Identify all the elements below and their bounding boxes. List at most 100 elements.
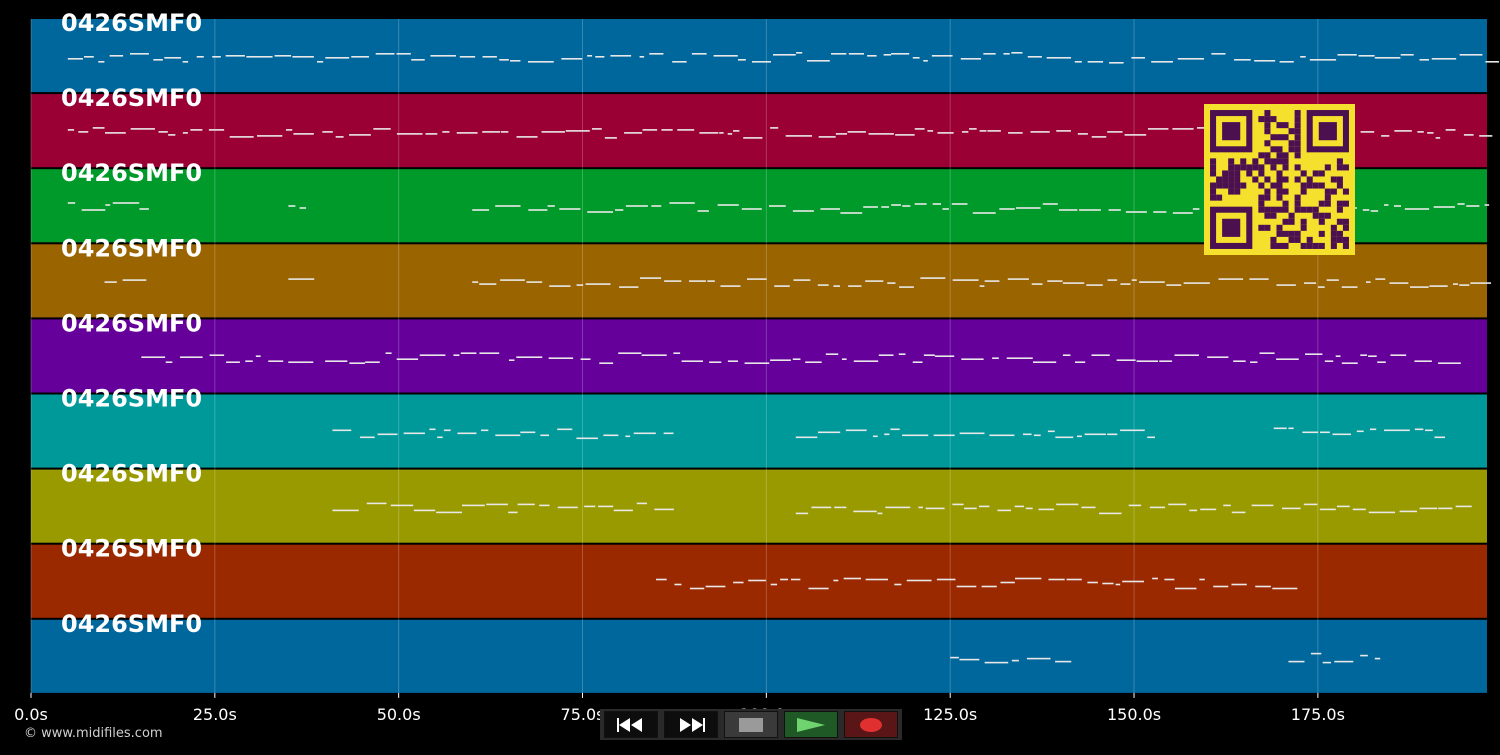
note (923, 354, 935, 356)
track-label: 0426SMF0 (61, 234, 202, 262)
note (196, 56, 204, 58)
note (865, 578, 888, 581)
note (1099, 512, 1122, 515)
note (510, 60, 521, 62)
note (841, 506, 847, 509)
note (689, 587, 705, 590)
note (1452, 283, 1459, 285)
note (1152, 577, 1158, 580)
track-lane[interactable] (31, 244, 1487, 318)
note (1434, 436, 1446, 439)
note (526, 281, 543, 283)
note (619, 286, 639, 288)
note (153, 59, 163, 61)
note (770, 127, 779, 129)
note (587, 211, 614, 213)
track-lane[interactable] (31, 394, 1487, 468)
note (1414, 428, 1424, 431)
note (104, 281, 117, 283)
note (1006, 357, 1033, 359)
note (877, 512, 883, 515)
note (713, 55, 738, 57)
note (1003, 53, 1010, 55)
note (359, 436, 375, 439)
track-lane[interactable] (31, 319, 1487, 393)
note (983, 53, 996, 55)
note (1087, 61, 1104, 63)
note (495, 434, 521, 437)
note (1115, 583, 1121, 586)
note (1393, 205, 1402, 207)
note (190, 129, 203, 131)
note (1233, 360, 1246, 362)
note (1303, 503, 1318, 506)
note (790, 578, 801, 581)
note (482, 131, 501, 133)
note (539, 504, 550, 507)
note (437, 436, 443, 439)
note (541, 131, 566, 133)
note (807, 60, 830, 62)
note (952, 503, 964, 506)
note (1463, 134, 1474, 136)
note (878, 354, 894, 356)
note (332, 429, 352, 432)
note (1288, 427, 1294, 430)
note (912, 57, 920, 59)
note (1254, 60, 1276, 62)
note (989, 434, 1015, 437)
track-label: 0426SMF0 (61, 385, 202, 413)
note (1016, 207, 1041, 209)
note (1223, 504, 1231, 507)
note (992, 357, 999, 359)
note (1107, 433, 1118, 436)
track-lane[interactable] (31, 619, 1487, 693)
note (795, 512, 809, 515)
fast-forward-button[interactable] (664, 711, 718, 738)
note (1000, 581, 1015, 584)
note (67, 58, 83, 60)
note (1303, 282, 1317, 284)
note (1147, 128, 1169, 130)
note (709, 361, 722, 363)
note (1326, 279, 1339, 281)
note (785, 135, 813, 137)
track-lane[interactable] (31, 469, 1487, 543)
note (669, 202, 695, 204)
note (925, 507, 945, 510)
note (1272, 587, 1298, 590)
note (1030, 131, 1050, 133)
note (1276, 284, 1296, 286)
note (1166, 284, 1182, 286)
track-label: 0426SMF0 (61, 610, 202, 638)
track-label: 0426SMF0 (61, 9, 202, 37)
note (1466, 205, 1480, 207)
note (1211, 53, 1226, 55)
note (208, 129, 225, 131)
stop-button[interactable] (724, 711, 778, 738)
note (322, 131, 333, 133)
note (576, 284, 584, 286)
note (1183, 282, 1210, 284)
note (1213, 585, 1229, 588)
note (672, 61, 687, 63)
note (999, 208, 1015, 210)
note (933, 434, 955, 437)
note (1139, 281, 1165, 283)
note (81, 209, 106, 211)
note (559, 208, 581, 210)
note (906, 579, 932, 582)
note (482, 56, 497, 58)
note (853, 510, 877, 513)
note (164, 57, 182, 59)
track-lane[interactable] (31, 19, 1487, 93)
play-button[interactable] (784, 711, 838, 738)
note (495, 205, 521, 207)
record-button[interactable] (844, 711, 898, 738)
note (833, 285, 840, 287)
rewind-button[interactable] (604, 711, 658, 738)
note (1435, 137, 1441, 139)
note (720, 285, 741, 287)
note (209, 354, 225, 356)
note (987, 130, 1001, 132)
